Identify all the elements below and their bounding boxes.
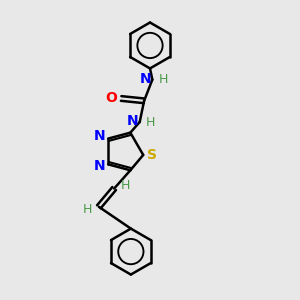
Text: O: O [106, 92, 118, 106]
Text: N: N [94, 129, 105, 143]
Text: S: S [147, 148, 157, 162]
Text: H: H [121, 179, 130, 192]
Text: N: N [127, 114, 138, 128]
Text: H: H [83, 203, 92, 216]
Text: N: N [94, 159, 105, 173]
Text: H: H [159, 73, 168, 86]
Text: N: N [139, 72, 151, 86]
Text: H: H [146, 116, 155, 128]
